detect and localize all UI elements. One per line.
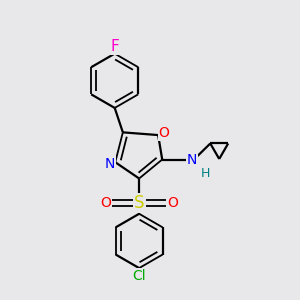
Text: Cl: Cl <box>132 269 146 283</box>
Text: S: S <box>134 194 144 212</box>
Text: H: H <box>201 167 210 180</box>
Text: N: N <box>105 157 115 171</box>
Text: O: O <box>167 196 178 210</box>
Text: O: O <box>100 196 112 210</box>
Text: O: O <box>159 126 170 140</box>
Text: F: F <box>110 38 119 53</box>
Text: N: N <box>187 152 197 167</box>
